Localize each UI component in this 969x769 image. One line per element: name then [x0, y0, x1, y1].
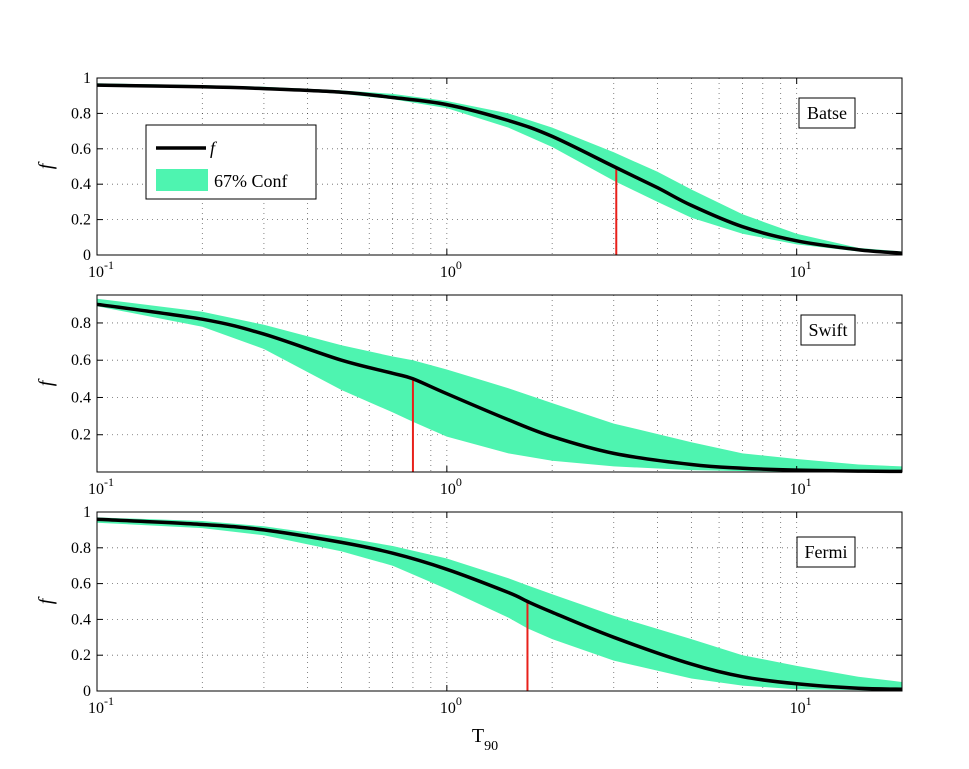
y-tick-label: 0.8 — [71, 540, 91, 557]
axes-frame — [96, 77, 903, 256]
panel-label-box — [796, 536, 856, 568]
legend-patch-swatch — [156, 169, 208, 191]
panel-swift: 0.2 0.4 0.6 0.8 10-1 100 101 f Swift — [35, 294, 903, 498]
y-tick-label: 0.6 — [71, 352, 91, 369]
y-tick-label: 0.4 — [71, 389, 91, 406]
panel-label: Fermi — [805, 542, 848, 562]
legend-label-f: f — [210, 138, 218, 158]
y-tick-label: 0.4 — [71, 176, 91, 193]
x-tick-label: 10-1 — [88, 475, 114, 498]
legend: f 67% Conf — [145, 124, 317, 200]
y-tick-label: 0.6 — [71, 141, 91, 158]
x-tick-label: 100 — [440, 475, 462, 498]
x-tick-label: 10-1 — [88, 258, 114, 281]
f-curve — [96, 302, 903, 474]
axes-frame — [96, 511, 903, 692]
y-tick-label: 0.2 — [71, 647, 91, 664]
f-curve — [96, 517, 903, 691]
y-tick-label: 0 — [83, 247, 91, 264]
y-tick-label: 0.8 — [71, 315, 91, 332]
panel-fermi: 0 0.2 0.4 0.6 0.8 1 10-1 100 101 f Fermi — [35, 504, 903, 717]
y-axis-label: f — [35, 378, 57, 386]
y-tick-label: 1 — [83, 504, 91, 521]
y-tick-label: 0.6 — [71, 576, 91, 593]
x-tick-label: 101 — [790, 258, 812, 281]
panel-label-box — [800, 314, 856, 346]
y-tick-label: 0.4 — [71, 611, 91, 628]
x-axis-label: T90 — [472, 725, 498, 754]
x-axis-label-subscript: 90 — [484, 739, 498, 754]
y-tick-label: 0 — [83, 683, 91, 700]
f-curve — [96, 83, 903, 255]
x-tick-label: 100 — [440, 694, 462, 717]
y-axis-label: f — [35, 161, 57, 169]
y-tick-label: 0.2 — [71, 212, 91, 229]
panel-batse: 0 0.2 0.4 0.6 0.8 1 10-1 100 101 f Batse f 67% Conf — [35, 70, 903, 281]
panel-label: Swift — [808, 320, 847, 340]
y-tick-label: 0.8 — [71, 105, 91, 122]
y-tick-label: 0.2 — [71, 427, 91, 444]
y-tick-label: 1 — [83, 70, 91, 87]
x-tick-label: 100 — [440, 258, 462, 281]
axes-frame — [96, 294, 903, 473]
confidence-band — [97, 298, 902, 472]
panel-label: Batse — [807, 103, 847, 123]
panel-label-box — [798, 97, 856, 129]
x-tick-label: 10-1 — [88, 694, 114, 717]
legend-label-conf: 67% Conf — [214, 171, 288, 191]
confidence-band — [97, 517, 902, 691]
x-tick-label: 101 — [790, 475, 812, 498]
y-axis-label: f — [35, 596, 57, 604]
x-tick-label: 101 — [790, 694, 812, 717]
